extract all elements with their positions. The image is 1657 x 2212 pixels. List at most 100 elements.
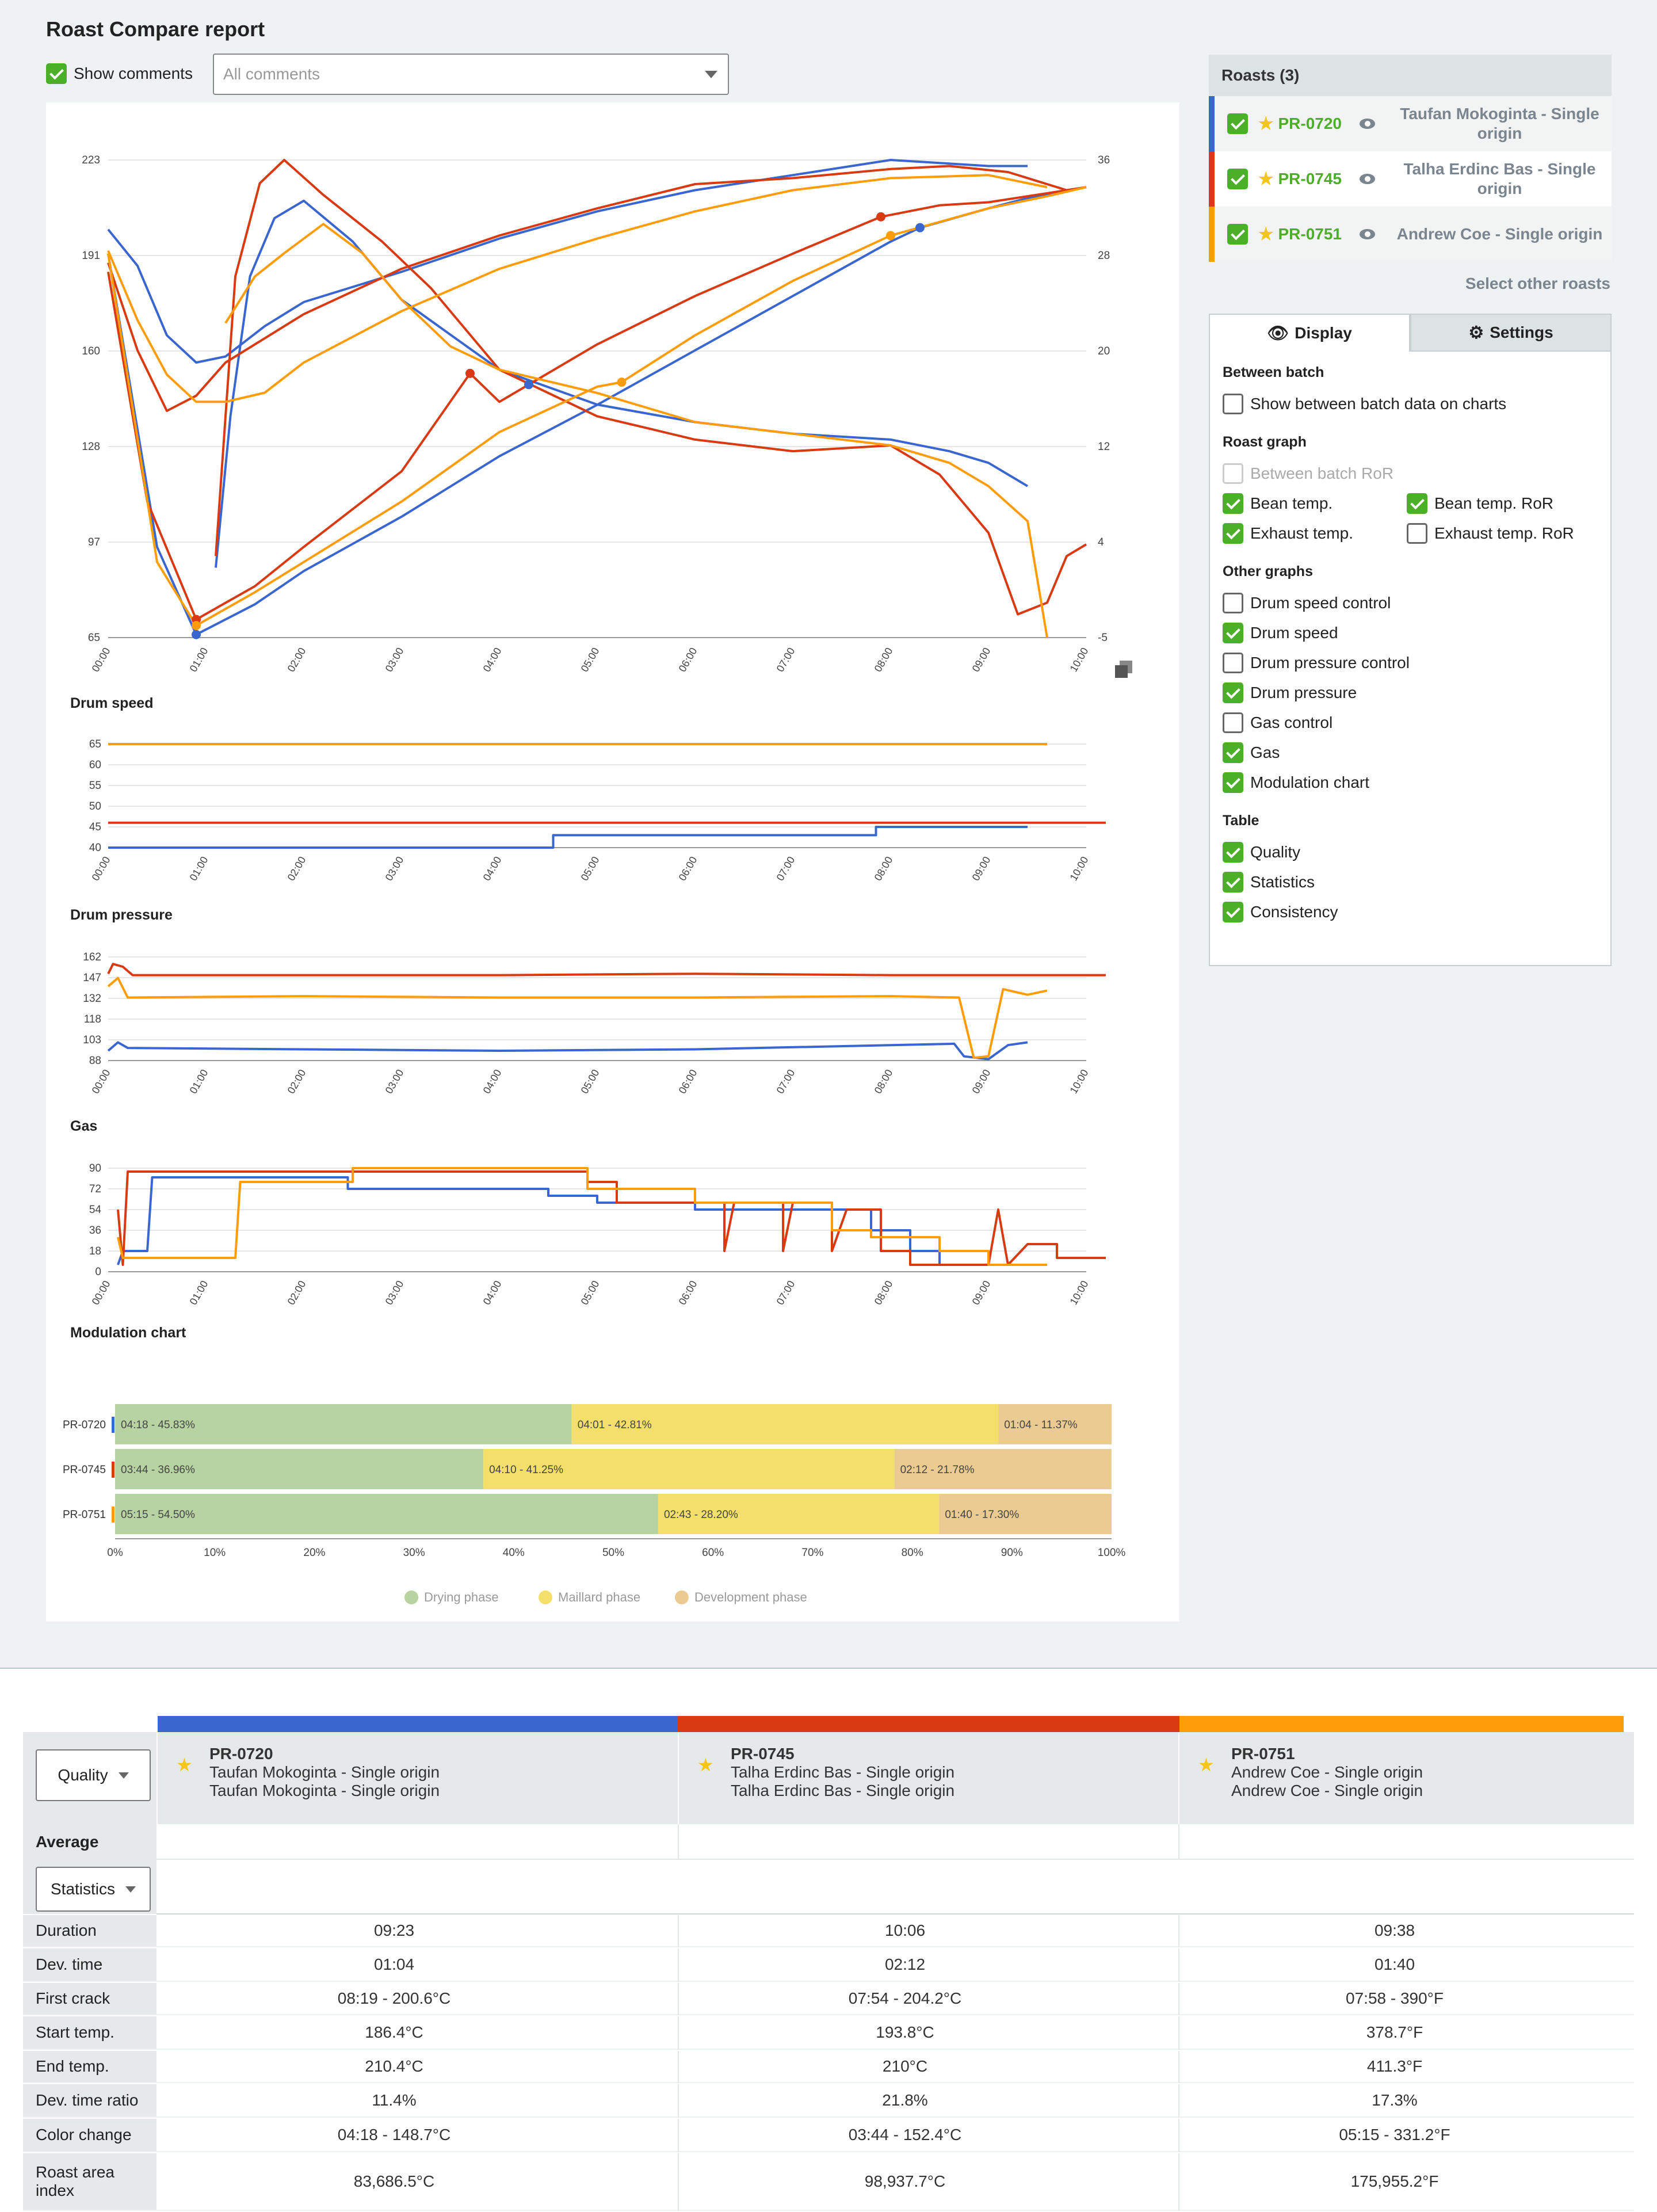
drum-speed-axis-tick: 55 xyxy=(89,780,101,792)
eye-icon[interactable] xyxy=(1359,174,1375,184)
comments-select[interactable]: All comments xyxy=(213,54,729,95)
drum-pressure-axis-tick: 88 xyxy=(89,1055,101,1067)
legend-swatch[interactable] xyxy=(539,1591,552,1604)
roast-checkbox[interactable] xyxy=(1227,169,1248,189)
event-marker[interactable] xyxy=(192,630,201,639)
roasts-header: Roasts (3) xyxy=(1209,55,1612,96)
modulation-bar-segment[interactable] xyxy=(115,1404,572,1444)
checkbox[interactable] xyxy=(1223,394,1243,414)
event-marker[interactable] xyxy=(617,377,627,387)
drum-pressure-x-axis-tick: 04:00 xyxy=(481,1067,504,1096)
eye-icon[interactable] xyxy=(1359,119,1375,129)
statistics-toolbar: Statistics xyxy=(23,1860,156,1914)
legend-label[interactable]: Drying phase xyxy=(424,1590,499,1604)
exhaust-temp-ror-option[interactable]: Exhaust temp. RoR xyxy=(1407,518,1591,548)
stat-value: 09:23 xyxy=(373,1921,415,1939)
roast-name[interactable]: Andrew Coe - Single origin xyxy=(1396,225,1603,243)
roast-row-pr-0720[interactable]: ★ PR-0720 Taufan Mokoginta - Single orig… xyxy=(1209,96,1612,151)
bean-temp-option[interactable]: Bean temp. xyxy=(1223,489,1407,518)
statistics-option[interactable]: Statistics xyxy=(1223,867,1598,897)
checkbox[interactable] xyxy=(1223,593,1243,613)
charts-panel: 223 191 160 128 97 65 36 28 20 12 4 -5 00:00 01:00 0… xyxy=(46,102,1179,1622)
modulation-bar-segment[interactable] xyxy=(115,1494,658,1534)
gas-axis-tick: 36 xyxy=(89,1225,101,1237)
legend-swatch[interactable] xyxy=(675,1591,689,1604)
drum-pressure-option[interactable]: Drum pressure xyxy=(1223,678,1598,708)
legend-swatch[interactable] xyxy=(404,1591,418,1604)
roast-checkbox[interactable] xyxy=(1227,224,1248,245)
statistics-select[interactable]: Statistics xyxy=(36,1867,151,1912)
checkbox[interactable] xyxy=(1223,772,1243,793)
show-comments-checkbox[interactable] xyxy=(46,63,67,84)
quality-option[interactable]: Quality xyxy=(1223,837,1598,867)
drum-pressure-control-option[interactable]: Drum pressure control xyxy=(1223,648,1598,678)
roast-checkbox[interactable] xyxy=(1227,113,1248,134)
roast-x-axis-tick: 00:00 xyxy=(90,646,113,674)
event-marker[interactable] xyxy=(915,223,925,232)
checkbox[interactable] xyxy=(1223,902,1243,922)
modulation-legend[interactable]: Drying phase Maillard phase Development ph… xyxy=(404,1590,807,1604)
roast-name[interactable]: Taufan Mokoginta - Single origin xyxy=(1400,105,1599,142)
event-marker[interactable] xyxy=(886,231,895,241)
tab-display[interactable]: 👁 Display xyxy=(1209,314,1410,352)
gas-option[interactable]: Gas xyxy=(1223,738,1598,768)
star-icon: ★ xyxy=(697,1755,714,1775)
checkbox[interactable] xyxy=(1223,682,1243,703)
event-marker[interactable] xyxy=(465,368,475,378)
roast-color-bar-orange xyxy=(1179,1716,1624,1732)
tab-settings[interactable]: ⚙ Settings xyxy=(1410,314,1612,352)
modulation-x-tick: 80% xyxy=(902,1547,923,1559)
series-line xyxy=(107,977,1048,1059)
stat-value: 01:04 xyxy=(373,1955,415,1973)
show-comments-toggle[interactable]: Show comments xyxy=(46,53,193,94)
checkbox[interactable] xyxy=(1223,872,1243,893)
checkbox[interactable] xyxy=(1223,623,1243,643)
roast-x-axis-tick: 09:00 xyxy=(970,646,993,674)
checkbox[interactable] xyxy=(1407,493,1427,514)
quality-select[interactable]: Quality xyxy=(36,1749,151,1801)
checkbox[interactable] xyxy=(1223,712,1243,733)
drum-speed-control-option[interactable]: Drum speed control xyxy=(1223,588,1598,618)
checkbox[interactable] xyxy=(1223,523,1243,544)
legend-label[interactable]: Development phase xyxy=(694,1590,807,1604)
modulation-chart-option[interactable]: Modulation chart xyxy=(1223,768,1598,798)
modulation-bar-segment[interactable] xyxy=(483,1449,895,1489)
drum-speed-option[interactable]: Drum speed xyxy=(1223,618,1598,648)
checkbox[interactable] xyxy=(1223,742,1243,763)
right-panel: Roasts (3) ★ PR-0720 Taufan Mokoginta - … xyxy=(1209,55,1612,966)
roast-name[interactable]: Talha Erdinc Bas - Single origin xyxy=(1403,160,1596,197)
series-line xyxy=(215,159,1087,616)
checkbox[interactable] xyxy=(1223,653,1243,673)
right-axis-tick: 12 xyxy=(1098,441,1110,453)
chart-expand-icon[interactable] xyxy=(1115,661,1132,678)
legend-label[interactable]: Maillard phase xyxy=(558,1590,640,1604)
modulation-bar-segment[interactable] xyxy=(939,1494,1112,1534)
modulation-bar-segment[interactable] xyxy=(998,1404,1112,1444)
option-label: Show between batch data on charts xyxy=(1250,395,1507,413)
event-marker[interactable] xyxy=(192,620,201,630)
checkbox[interactable] xyxy=(1223,493,1243,514)
exhaust-temp-option[interactable]: Exhaust temp. xyxy=(1223,518,1407,548)
show-between-batch-option[interactable]: Show between batch data on charts xyxy=(1223,389,1598,419)
select-other-roasts-link[interactable]: Select other roasts xyxy=(1465,274,1610,292)
modulation-bar-segment[interactable] xyxy=(115,1449,484,1489)
roast-row-pr-0745[interactable]: ★ PR-0745 Talha Erdinc Bas - Single orig… xyxy=(1209,151,1612,207)
event-marker[interactable] xyxy=(524,380,533,390)
modulation-bar-segment[interactable] xyxy=(894,1449,1112,1489)
checkbox[interactable] xyxy=(1407,523,1427,544)
consistency-option[interactable]: Consistency xyxy=(1223,897,1598,927)
roast-id[interactable]: PR-0751 xyxy=(1278,225,1342,243)
roast-id[interactable]: PR-0745 xyxy=(1278,170,1342,188)
bean-temp-ror-option[interactable]: Bean temp. RoR xyxy=(1407,489,1591,518)
modulation-bar-segment[interactable] xyxy=(658,1494,940,1534)
gas-x-axis-tick: 04:00 xyxy=(481,1279,504,1307)
roast-row-pr-0751[interactable]: ★ PR-0751 Andrew Coe - Single origin xyxy=(1209,207,1612,262)
roast-id[interactable]: PR-0720 xyxy=(1278,115,1342,132)
event-marker[interactable] xyxy=(876,212,885,222)
modulation-bar-segment[interactable] xyxy=(571,1404,999,1444)
eye-icon[interactable] xyxy=(1359,229,1375,239)
checkbox[interactable] xyxy=(1223,842,1243,863)
gas-control-option[interactable]: Gas control xyxy=(1223,708,1598,738)
stat-value: 411.3°F xyxy=(1366,2057,1423,2075)
display-options: Between batch Show between batch data on… xyxy=(1209,352,1612,966)
